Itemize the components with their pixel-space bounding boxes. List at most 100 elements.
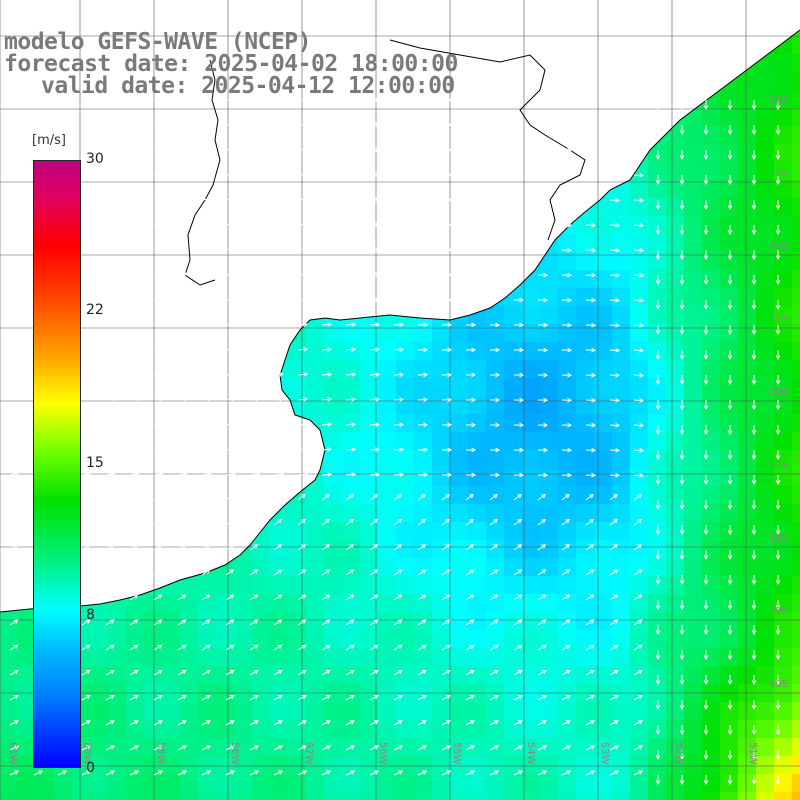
wind-cell [594, 468, 612, 486]
wind-cell [414, 414, 432, 432]
wind-arrow [609, 197, 621, 203]
wind-cell [360, 486, 378, 504]
wind-arrow [225, 321, 236, 327]
wind-cell [702, 558, 720, 576]
wind-cell [36, 774, 54, 792]
wind-cell [0, 720, 18, 738]
wind-cell [666, 774, 684, 792]
wind-cell [792, 126, 800, 144]
wind-arrow [345, 222, 357, 227]
wind-cell [450, 522, 468, 540]
wind-cell [792, 144, 800, 162]
wind-arrow [655, 150, 661, 161]
colorbar-unit: [m/s] [32, 133, 66, 148]
wind-cell [522, 702, 540, 720]
wind-cell [342, 396, 360, 414]
wind-cell [630, 666, 648, 684]
wind-arrow [441, 197, 453, 203]
wind-arrow [177, 346, 188, 352]
wind-arrow [679, 325, 685, 336]
wind-arrow [369, 518, 379, 526]
wind-arrow [609, 122, 621, 128]
wind-cell [288, 702, 306, 720]
wind-cell [306, 324, 324, 342]
wind-cell [486, 558, 504, 576]
wind-arrow [129, 471, 140, 477]
wind-cell [414, 558, 432, 576]
wind-cell [504, 342, 522, 360]
wind-cell [450, 360, 468, 378]
wind-arrow [537, 518, 547, 526]
wind-arrow [775, 225, 781, 236]
wind-cell [90, 666, 108, 684]
wind-cell [540, 720, 558, 738]
wind-cell [324, 540, 342, 558]
wind-arrow [703, 425, 709, 436]
wind-cell [360, 522, 378, 540]
wind-arrow [633, 669, 643, 676]
wind-cell [612, 648, 630, 666]
wind-arrow [81, 146, 92, 152]
wind-cell [306, 666, 324, 684]
wind-cell [684, 792, 702, 800]
wind-cell [594, 522, 612, 540]
wind-cell [684, 216, 702, 234]
wind-arrow [81, 396, 92, 402]
wind-cell [342, 702, 360, 720]
wind-cell [360, 450, 378, 468]
wind-arrow [273, 745, 283, 751]
wind-cell [540, 378, 558, 396]
wind-arrow [775, 450, 781, 461]
wind-arrow [465, 222, 477, 228]
wind-arrow [153, 569, 163, 576]
wind-arrow [537, 770, 548, 776]
wind-cell [630, 396, 648, 414]
wind-cell [522, 792, 540, 800]
wind-cell [720, 216, 738, 234]
wind-cell [756, 234, 774, 252]
wind-cell [504, 666, 522, 684]
wind-cell [684, 360, 702, 378]
wind-cell [792, 576, 800, 594]
wind-cell [630, 612, 648, 630]
wind-cell [540, 612, 558, 630]
wind-cell [648, 486, 666, 504]
wind-cell [684, 468, 702, 486]
wind-cell [396, 792, 414, 800]
wind-cell [720, 396, 738, 414]
wind-cell [504, 774, 522, 792]
wind-arrow [703, 450, 709, 461]
wind-arrow [153, 321, 164, 327]
wind-cell [558, 558, 576, 576]
wind-arrow [297, 297, 308, 302]
wind-arrow [441, 172, 453, 178]
wind-arrow [129, 695, 139, 701]
wind-cell [576, 792, 594, 800]
wind-cell [792, 396, 800, 414]
wind-cell [432, 468, 450, 486]
wind-cell [684, 630, 702, 648]
wind-arrow [655, 525, 661, 536]
wind-arrow [513, 297, 525, 303]
wind-cell [342, 378, 360, 396]
wind-cell [612, 558, 630, 576]
wind-arrow [417, 422, 429, 428]
wind-cell [792, 468, 800, 486]
wind-arrow [9, 446, 20, 451]
wind-cell [90, 756, 108, 774]
wind-arrow [727, 300, 733, 311]
wind-arrow [369, 493, 378, 501]
wind-arrow [273, 147, 284, 152]
wind-arrow [585, 669, 595, 676]
wind-cell [126, 702, 144, 720]
wind-cell [648, 252, 666, 270]
wind-arrow [153, 96, 164, 102]
wind-cell [450, 738, 468, 756]
wind-arrow [561, 594, 571, 601]
wind-arrow [297, 322, 308, 327]
wind-arrow [751, 350, 757, 361]
wind-arrow [297, 695, 307, 701]
wind-arrow [369, 272, 381, 277]
wind-arrow [489, 695, 499, 701]
wind-cell [648, 792, 666, 800]
